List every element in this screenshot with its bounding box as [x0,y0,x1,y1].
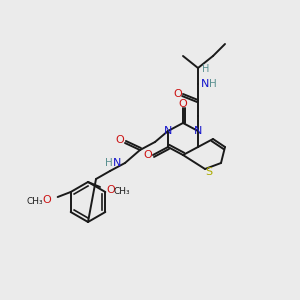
Text: O: O [42,195,51,205]
Text: N: N [164,126,172,136]
Text: O: O [174,89,182,99]
Text: O: O [106,185,115,195]
Text: N: N [113,158,121,168]
Text: N: N [194,126,202,136]
Text: CH₃: CH₃ [114,187,130,196]
Text: O: O [144,150,152,160]
Text: O: O [178,99,188,109]
Text: O: O [116,135,124,145]
Text: N: N [201,79,209,89]
Text: H: H [105,158,113,168]
Text: H: H [202,64,210,74]
Text: CH₃: CH₃ [26,196,43,206]
Text: H: H [209,79,217,89]
Text: S: S [206,167,213,177]
